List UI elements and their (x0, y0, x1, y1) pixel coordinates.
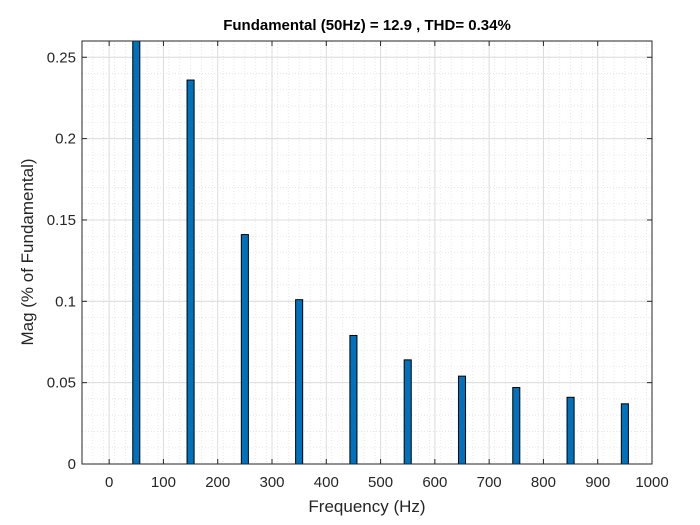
y-axis-label: Mag (% of Fundamental) (18, 158, 37, 345)
bar-950hz (620, 403, 629, 465)
x-tick-label: 0 (105, 474, 113, 491)
bar-450hz (349, 334, 358, 465)
x-tick-label: 100 (151, 474, 176, 491)
y-tick-label: 0.2 (55, 131, 76, 148)
x-tick-label: 300 (259, 474, 284, 491)
bar-50hz (132, 40, 141, 465)
y-tick-label: 0 (68, 456, 76, 473)
x-tick-label: 600 (422, 474, 447, 491)
x-tick-label: 1000 (635, 474, 668, 491)
bar-250hz (240, 234, 249, 465)
chart-title: Fundamental (50Hz) = 12.9 , THD= 0.34% (223, 17, 511, 34)
x-tick-label: 800 (531, 474, 556, 491)
x-tick-label: 400 (314, 474, 339, 491)
y-tick-label: 0.1 (55, 293, 76, 310)
bar-750hz (512, 387, 521, 465)
y-tick-label: 0.25 (47, 49, 76, 66)
y-tick-label: 0.05 (47, 375, 76, 392)
bar-550hz (403, 359, 412, 465)
y-tick-label: 0.15 (47, 212, 76, 229)
bar-150hz (186, 79, 195, 465)
axes-box (81, 40, 653, 465)
x-tick-label: 700 (477, 474, 502, 491)
bar-350hz (295, 299, 304, 465)
x-axis-ticks: 0 100 200 300 400 500 600 700 800 900 1000 (105, 41, 669, 491)
x-tick-label: 200 (205, 474, 230, 491)
bar-850hz (566, 396, 575, 465)
x-tick-label: 500 (368, 474, 393, 491)
y-axis-ticks: 0 0.05 0.1 0.15 0.2 0.25 (47, 49, 652, 473)
bar-650hz (457, 375, 467, 465)
x-tick-label: 900 (585, 474, 610, 491)
x-axis-label: Frequency (Hz) (308, 497, 425, 516)
axes-frame (81, 40, 653, 465)
